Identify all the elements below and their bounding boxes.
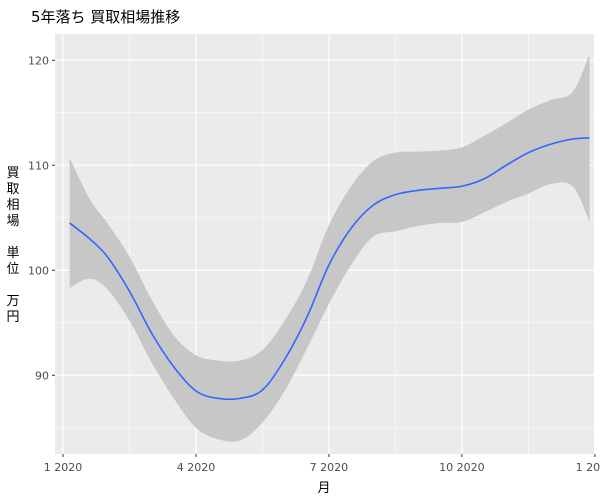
x-tick-label: 10 2020 xyxy=(439,461,485,474)
x-tick-label: 4 2020 xyxy=(177,461,216,474)
y-axis-title: 買取相場 単位 万円 xyxy=(6,166,19,325)
y-axis-title-char: 取 xyxy=(6,182,19,197)
y-axis-title-char: 位 xyxy=(6,262,19,277)
y-axis-title-char: 単 xyxy=(6,245,19,261)
confidence-ribbon xyxy=(69,53,590,442)
x-tick-label: 1 2020 xyxy=(44,461,83,474)
x-tick-labels: 1 2020 4 2020 7 2020 10 2020 1 2021 xyxy=(44,461,600,474)
y-tick-label: 100 xyxy=(28,264,49,277)
y-axis-title-char xyxy=(6,278,19,293)
y-tick-label: 110 xyxy=(28,159,49,172)
y-tick-labels: 90 100 110 120 xyxy=(28,54,49,382)
smoothed-trend-line xyxy=(69,137,590,401)
y-axis-title-char: 相 xyxy=(6,198,19,213)
y-axis-title-char xyxy=(6,230,19,245)
y-tick-label: 120 xyxy=(28,54,49,67)
y-axis-title-char: 円 xyxy=(6,310,19,325)
x-axis-title: 月 xyxy=(317,481,330,496)
y-axis-title-char: 買 xyxy=(6,166,19,181)
y-axis-title-char: 場 xyxy=(6,214,19,229)
chart-title: 5年落ち 買取相場推移 xyxy=(31,8,180,26)
y-tick-label: 90 xyxy=(35,369,49,382)
minor-gridlines xyxy=(55,34,594,454)
x-tick-label: 7 2020 xyxy=(310,461,349,474)
x-tick-label: 1 2021 xyxy=(576,461,600,474)
axis-ticks xyxy=(52,59,596,457)
y-axis-title-char: 万 xyxy=(6,294,19,309)
